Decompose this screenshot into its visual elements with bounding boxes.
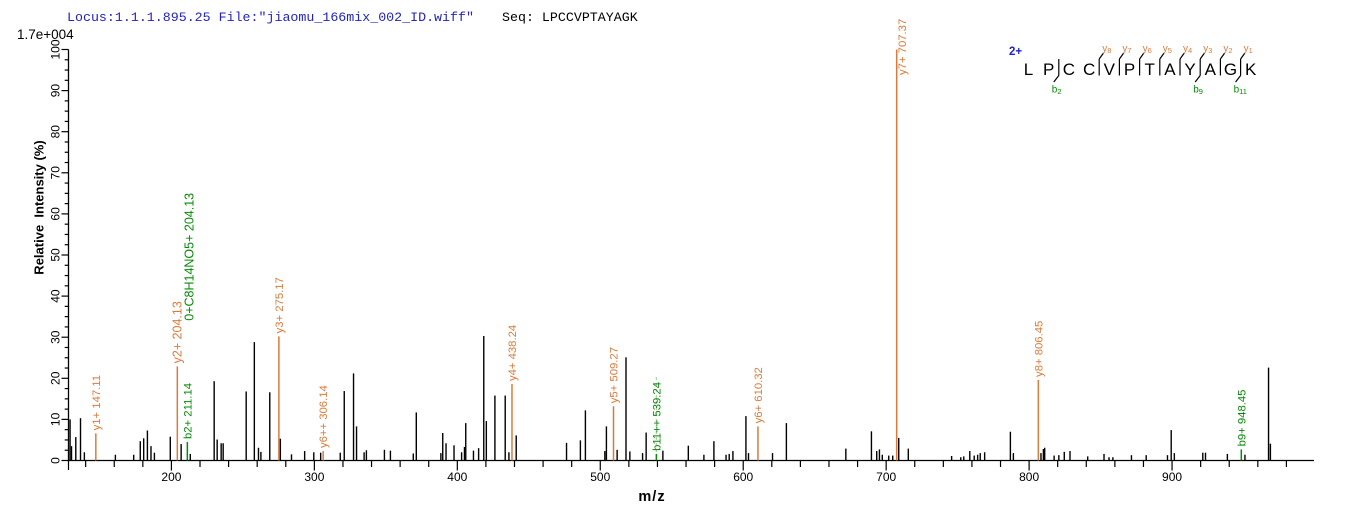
peak-annotation-label: b9+ 948.45 — [1236, 390, 1248, 447]
seq-value: LPCCVPTAYAGK — [541, 10, 638, 25]
b-ion-label: b11 — [1234, 85, 1247, 97]
y-ion-label: y8 — [1102, 44, 1111, 56]
peptide-residue: P — [1124, 60, 1135, 79]
x-axis-tick-label: 700 — [876, 470, 896, 484]
b-ion-mark-diagonal — [1053, 75, 1060, 83]
peak-annotation-label: y5+ 509.27 — [609, 347, 621, 403]
y-ion-label: y6 — [1143, 44, 1152, 56]
header-line: Locus:1.1.1.895.25 File:"jiaomu_166mix_0… — [67, 10, 474, 25]
x-axis-tick-label: 200 — [161, 470, 181, 484]
x-axis-tick-label: 300 — [304, 470, 324, 484]
x-axis-title: m/z — [638, 489, 666, 505]
locus-file-text: Locus:1.1.1.895.25 File:"jiaomu_166mix_0… — [67, 10, 474, 25]
y-ion-mark-diagonal — [1179, 52, 1185, 60]
peak-annotation-label: y7+ 707.37 — [897, 19, 909, 75]
y-ion-mark-diagonal — [1199, 52, 1205, 60]
peak-annotation-label: y6++ 306.14 — [318, 385, 330, 448]
b-ion-mark-diagonal — [1235, 75, 1242, 83]
peptide-residue: G — [1224, 60, 1237, 79]
peptide-residue: K — [1245, 60, 1257, 79]
x-axis-tick-label: 600 — [733, 470, 753, 484]
b-ion-label: b2 — [1052, 85, 1062, 97]
y-ion-label: y7 — [1122, 44, 1131, 56]
peptide-residue: V — [1104, 60, 1116, 79]
y-ion-label: y5 — [1163, 44, 1172, 56]
y-axis-tick-label: 50 — [49, 248, 63, 262]
peak-annotation-label: b11++ 539.24 — [651, 382, 663, 451]
peak-annotation-label: y2+ 204.13 — [170, 301, 184, 363]
y-ion-label: y2 — [1223, 44, 1232, 56]
y-axis-tick-label: 80 — [49, 125, 63, 139]
peptide-residue: L — [1024, 60, 1033, 79]
peak-annotation-label: b2+ 211.14 — [182, 383, 194, 439]
y-axis-tick-label: 70 — [49, 166, 63, 180]
y-axis-tick-label: 90 — [49, 84, 63, 98]
y-axis-tick-label: 20 — [49, 371, 63, 385]
y-ion-mark-diagonal — [1098, 52, 1104, 60]
y-ion-label: y3 — [1203, 44, 1212, 56]
y-ion-mark-diagonal — [1118, 52, 1125, 60]
x-axis-tick-label: 900 — [1162, 470, 1182, 484]
peptide-residue: Y — [1184, 60, 1195, 79]
y-ion-label: y1 — [1244, 44, 1253, 56]
peak-annotation-label: y8+ 806.45 — [1033, 321, 1045, 377]
y-axis-tick-label: 40 — [49, 289, 63, 303]
y-ion-mark-diagonal — [1240, 52, 1246, 60]
peptide-residue: A — [1205, 60, 1217, 79]
x-axis-tick-label: 400 — [447, 470, 467, 484]
y-ion-label: y4 — [1183, 44, 1192, 56]
intensity-scale-label: 1.7e+004 — [17, 27, 74, 42]
peptide-residue: C — [1063, 60, 1075, 79]
peak-annotation-label: 0+C8H14NO5+ 204.13 — [182, 193, 196, 321]
y-ion-mark-diagonal — [1159, 52, 1165, 60]
peak-annotation-label: y4+ 438.24 — [507, 325, 519, 381]
y-axis-tick-label: 10 — [49, 412, 63, 426]
peak-annotation-label: y3+ 275.17 — [274, 277, 286, 333]
sequence-line: Seq: LPCCVPTAYAGK — [502, 10, 638, 25]
y-axis-tick-label: 60 — [49, 207, 63, 221]
peptide-residue: C — [1083, 60, 1095, 79]
peptide-residue: A — [1164, 60, 1176, 79]
x-axis-tick-label: 500 — [590, 470, 610, 484]
precursor-charge-label: 2+ — [1009, 46, 1022, 58]
y-ion-mark-diagonal — [1219, 52, 1226, 60]
peak-annotation-label: y6+ 610.32 — [753, 367, 765, 423]
seq-label: Seq: — [502, 10, 534, 25]
x-axis-tick-label: 800 — [1019, 470, 1039, 484]
y-axis-tick-label: 0 — [49, 457, 63, 464]
y-ion-mark-diagonal — [1139, 52, 1145, 60]
peptide-residue: P — [1043, 60, 1054, 79]
y-axis-tick-label: 30 — [49, 330, 63, 344]
peak-annotation-label: y1+ 147.11 — [91, 375, 103, 430]
peptide-residue: T — [1145, 60, 1155, 79]
y-axis-tick-label: 100 — [49, 39, 63, 59]
b-ion-mark-diagonal — [1194, 75, 1201, 83]
b-ion-label: b9 — [1193, 85, 1203, 97]
